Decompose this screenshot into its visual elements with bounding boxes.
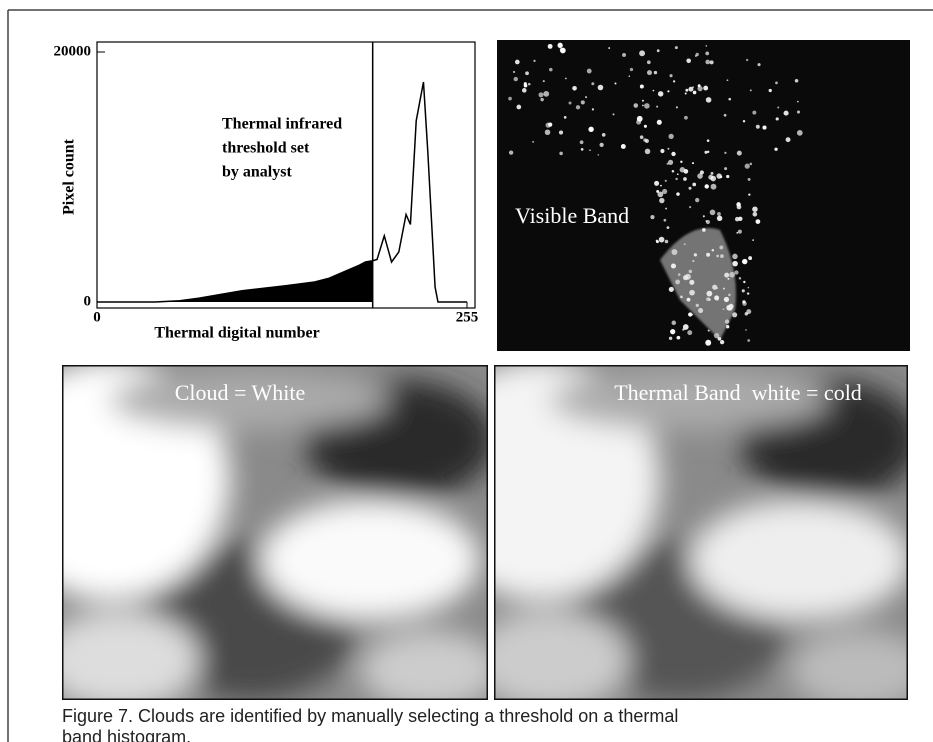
image-label: Thermal Band white = cold: [614, 380, 862, 405]
y-tick-label: 0: [84, 293, 92, 309]
cloud-image: [62, 365, 488, 700]
y-axis-label: Pixel count: [61, 138, 78, 215]
visible-image: [497, 40, 910, 351]
x-axis-label: Thermal digital number: [154, 325, 319, 342]
x-tick-label: 255: [456, 309, 479, 325]
caption-line: Figure 7. Clouds are identified by manua…: [62, 706, 678, 726]
image-label: Cloud = White: [175, 380, 306, 405]
annotation: Thermal infrared: [222, 116, 342, 133]
y-tick-label: 20000: [54, 43, 92, 59]
area-fill: [97, 260, 373, 302]
image-label: Visible Band: [515, 203, 629, 228]
thermal-image: [494, 365, 908, 700]
annotation: by analyst: [222, 164, 292, 181]
caption-line: band histogram.: [62, 727, 191, 742]
annotation: threshold set: [222, 140, 310, 157]
plot-frame: [96, 41, 476, 309]
histogram: 0 20000 0 255 Thermal digital number Pixel co…: [54, 41, 479, 342]
histogram-line: [97, 81, 467, 303]
x-tick-label: 0: [93, 309, 101, 325]
